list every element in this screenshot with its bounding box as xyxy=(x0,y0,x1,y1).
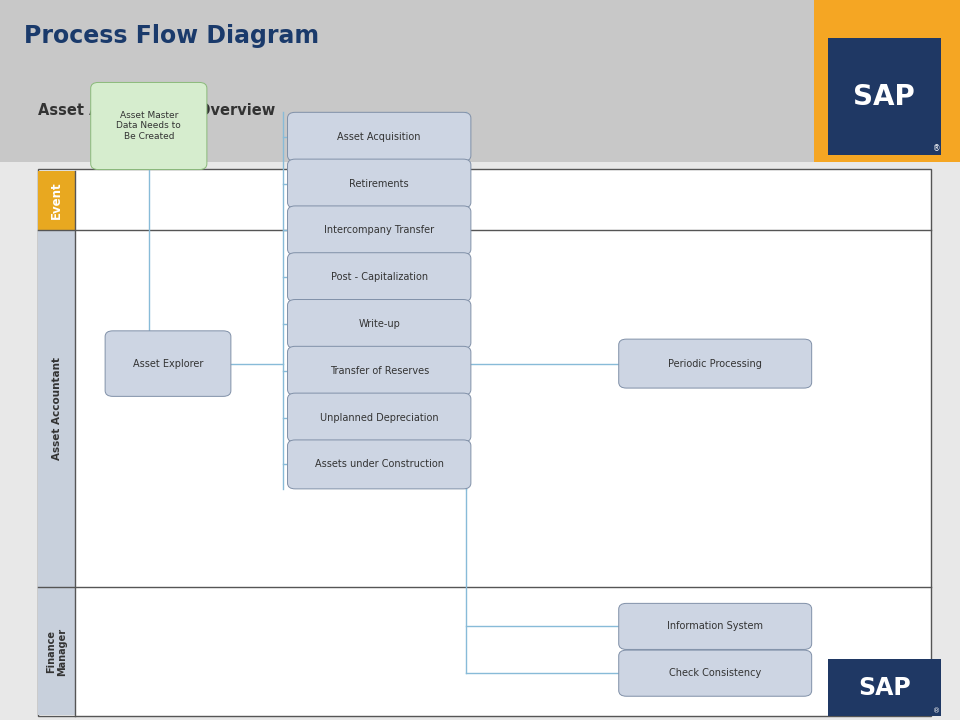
FancyBboxPatch shape xyxy=(288,253,470,302)
Text: Post - Capitalization: Post - Capitalization xyxy=(330,272,428,282)
FancyBboxPatch shape xyxy=(288,112,470,161)
Text: Check Consistency: Check Consistency xyxy=(669,668,761,678)
Text: Information System: Information System xyxy=(667,621,763,631)
Text: Event: Event xyxy=(50,181,63,220)
FancyBboxPatch shape xyxy=(38,171,75,230)
FancyBboxPatch shape xyxy=(288,440,470,489)
FancyBboxPatch shape xyxy=(38,587,75,715)
Text: Intercompany Transfer: Intercompany Transfer xyxy=(324,225,434,235)
Text: Transfer of Reserves: Transfer of Reserves xyxy=(329,366,429,376)
Text: SAP: SAP xyxy=(853,84,915,111)
Text: Assets under Construction: Assets under Construction xyxy=(315,459,444,469)
FancyBboxPatch shape xyxy=(618,650,811,696)
Text: Asset Accounting - Overview: Asset Accounting - Overview xyxy=(38,103,276,117)
Text: Process Flow Diagram: Process Flow Diagram xyxy=(24,24,319,48)
Text: Write-up: Write-up xyxy=(358,319,400,329)
Text: Asset Explorer: Asset Explorer xyxy=(132,359,204,369)
FancyBboxPatch shape xyxy=(288,300,470,348)
Text: Unplanned Depreciation: Unplanned Depreciation xyxy=(320,413,439,423)
FancyBboxPatch shape xyxy=(105,331,230,396)
FancyBboxPatch shape xyxy=(814,0,960,162)
FancyBboxPatch shape xyxy=(38,230,75,587)
Text: Retirements: Retirements xyxy=(349,179,409,189)
FancyBboxPatch shape xyxy=(288,159,470,208)
FancyBboxPatch shape xyxy=(38,169,931,716)
FancyBboxPatch shape xyxy=(618,603,811,649)
Text: Finance
Manager: Finance Manager xyxy=(46,628,67,675)
Text: Asset Accountant: Asset Accountant xyxy=(52,357,61,460)
FancyBboxPatch shape xyxy=(288,346,470,395)
Text: Periodic Processing: Periodic Processing xyxy=(668,359,762,369)
FancyBboxPatch shape xyxy=(618,339,811,388)
Text: SAP: SAP xyxy=(858,675,910,700)
Text: ®: ® xyxy=(933,708,941,714)
FancyBboxPatch shape xyxy=(0,0,960,162)
Text: Asset Acquisition: Asset Acquisition xyxy=(338,132,420,142)
FancyBboxPatch shape xyxy=(828,659,941,716)
FancyBboxPatch shape xyxy=(90,83,207,170)
FancyBboxPatch shape xyxy=(288,206,470,255)
Text: ®: ® xyxy=(933,144,941,153)
FancyBboxPatch shape xyxy=(288,393,470,442)
FancyBboxPatch shape xyxy=(828,38,941,155)
Text: Asset Master
Data Needs to
Be Created: Asset Master Data Needs to Be Created xyxy=(116,111,181,141)
